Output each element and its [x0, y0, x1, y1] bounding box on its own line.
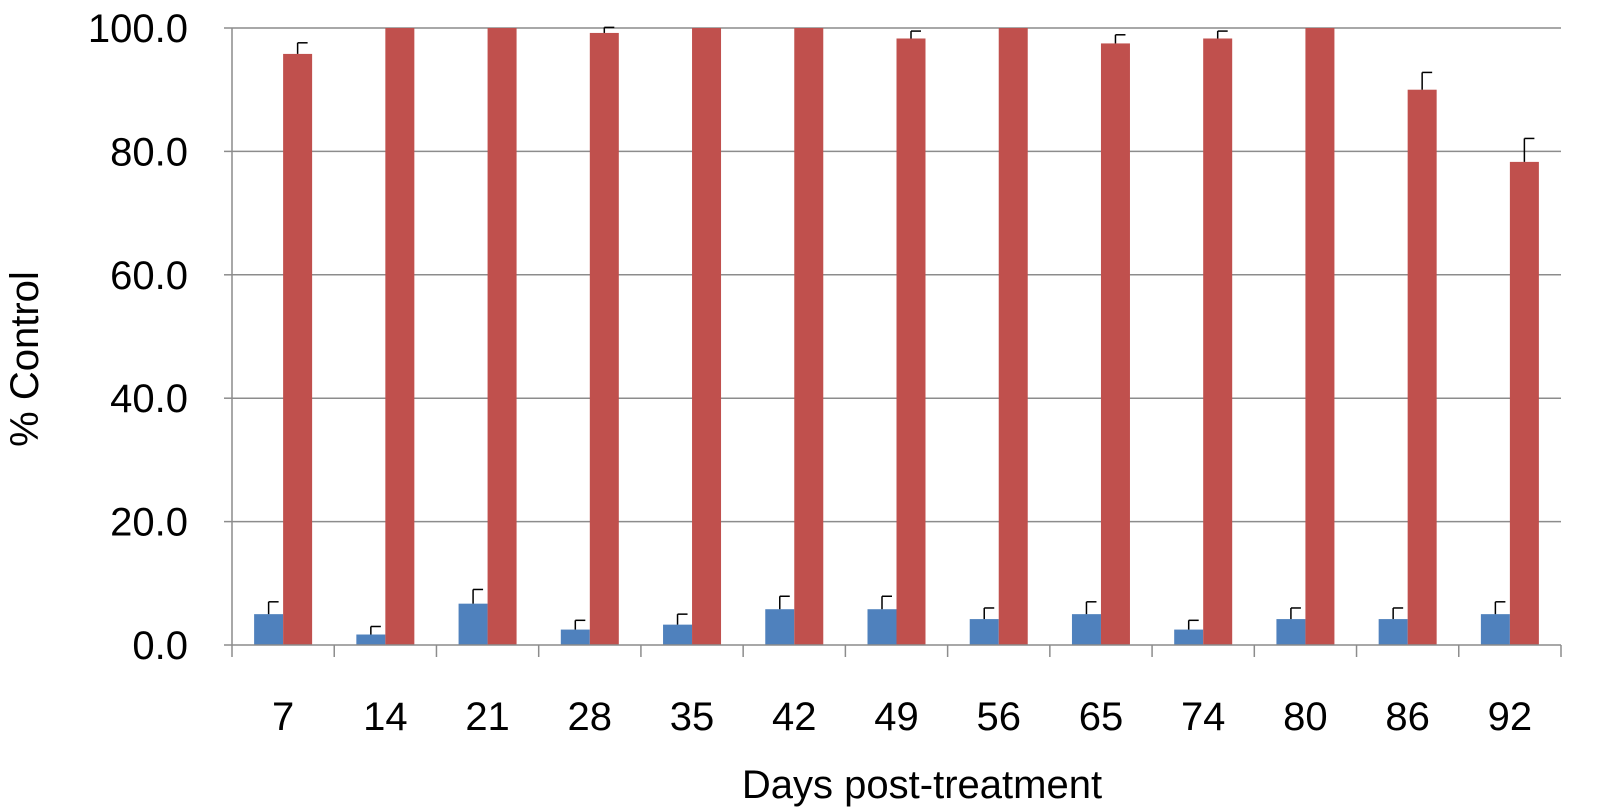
x-tick-label: 28	[568, 695, 613, 739]
x-tick-label: 42	[772, 695, 817, 739]
x-tick-label: 65	[1079, 695, 1124, 739]
x-tick-label: 86	[1385, 695, 1430, 739]
y-tick-label: 0.0	[132, 624, 188, 668]
axes	[224, 27, 1562, 657]
error-bars	[267, 26, 1535, 635]
bar	[1480, 614, 1510, 645]
bar	[1203, 38, 1233, 645]
x-tick-label: 56	[976, 695, 1021, 739]
bar	[254, 614, 284, 645]
y-axis-title: % Control	[3, 271, 47, 447]
x-tick-label: 7	[272, 695, 294, 739]
y-tick-label: 80.0	[110, 130, 188, 174]
bar	[998, 28, 1028, 645]
y-tick-labels: 0.0 20.0 40.0 60.0 80.0 100.0	[88, 7, 188, 668]
x-tick-label: 21	[465, 695, 510, 739]
bar	[794, 28, 824, 645]
x-tick-label: 92	[1488, 695, 1533, 739]
bar	[692, 28, 722, 645]
bar	[1276, 619, 1306, 645]
x-tick-label: 80	[1283, 695, 1328, 739]
bar	[283, 53, 313, 645]
bar	[1407, 89, 1437, 645]
bar	[765, 609, 795, 645]
bar	[969, 619, 999, 645]
bar	[1100, 43, 1130, 646]
x-tick-label: 14	[363, 695, 408, 739]
x-tick-labels: 7 14 21 28 35 42 49 56 65 74 80 86 92	[272, 695, 1532, 739]
bar	[867, 609, 897, 645]
x-axis-title: Days post-treatment	[742, 763, 1102, 807]
bar	[458, 603, 488, 645]
bar	[896, 38, 926, 645]
x-tick-label: 74	[1181, 695, 1226, 739]
y-tick-label: 60.0	[110, 254, 188, 298]
bar	[1305, 28, 1335, 645]
bar	[1378, 619, 1408, 645]
bar	[1509, 161, 1539, 645]
y-tick-label: 100.0	[88, 7, 188, 51]
bar	[385, 28, 415, 645]
bar	[589, 32, 619, 646]
x-tick-label: 35	[670, 695, 715, 739]
y-tick-label: 40.0	[110, 377, 188, 421]
bar	[356, 634, 386, 645]
y-tick-label: 20.0	[110, 501, 188, 545]
bar	[1071, 614, 1101, 645]
bars	[254, 28, 1539, 646]
bar	[560, 629, 590, 645]
bar	[1174, 629, 1204, 645]
bar	[487, 28, 517, 645]
bar	[663, 624, 693, 645]
x-tick-label: 49	[874, 695, 919, 739]
